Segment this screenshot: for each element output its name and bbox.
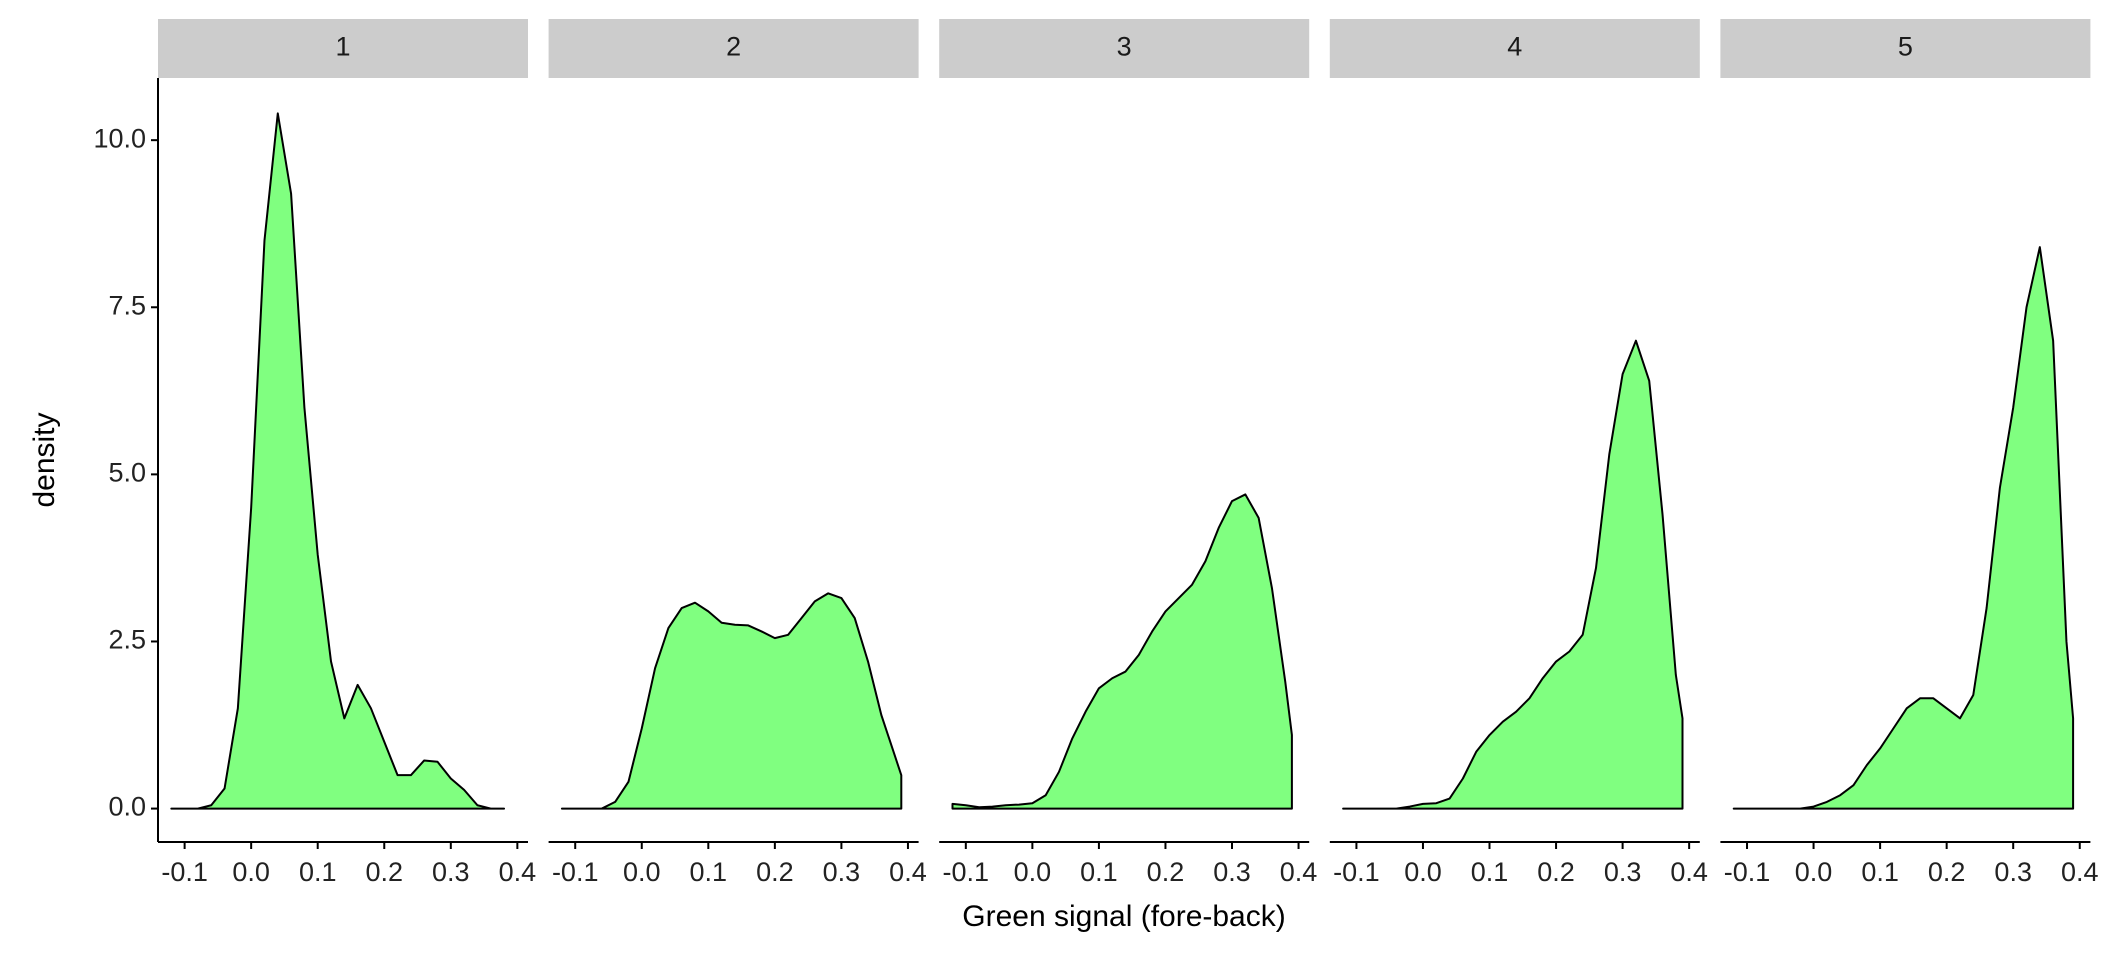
x-tick-label: 0.3 bbox=[432, 857, 470, 887]
facet-strip bbox=[1720, 19, 2091, 78]
x-tick-label: 0.1 bbox=[690, 857, 728, 887]
x-tick-label: 0.3 bbox=[1604, 857, 1642, 887]
y-axis-title: density bbox=[28, 412, 61, 507]
x-tick-label: 0.2 bbox=[1928, 857, 1966, 887]
x-tick-label: 0.4 bbox=[889, 857, 927, 887]
density-area bbox=[951, 493, 1293, 810]
facet-strip bbox=[1329, 19, 1700, 78]
x-tick-label: 0.1 bbox=[1861, 857, 1899, 887]
x-tick-label: 0.1 bbox=[1080, 857, 1118, 887]
x-tick-label: -0.1 bbox=[161, 857, 208, 887]
facet-strip bbox=[939, 19, 1310, 78]
x-tick-label: 0.2 bbox=[365, 857, 403, 887]
x-tick-label: 0.2 bbox=[1537, 857, 1575, 887]
facet-title: 2 bbox=[726, 32, 741, 62]
facet-strip bbox=[158, 19, 528, 78]
x-tick-label: 0.4 bbox=[1280, 857, 1318, 887]
x-axis-title: Green signal (fore-back) bbox=[962, 900, 1285, 933]
x-tick-label: 0.3 bbox=[1994, 857, 2032, 887]
y-tick-label: 2.5 bbox=[108, 625, 146, 655]
x-tick-label: -0.1 bbox=[943, 857, 990, 887]
y-tick-label: 10.0 bbox=[93, 123, 146, 153]
density-area bbox=[1732, 246, 2075, 810]
facet-title: 1 bbox=[335, 32, 350, 62]
x-tick-label: 0.4 bbox=[1670, 857, 1708, 887]
x-tick-label: 0.4 bbox=[2061, 857, 2099, 887]
density-area bbox=[1342, 339, 1684, 810]
density-area bbox=[560, 592, 903, 810]
x-tick-label: 0.3 bbox=[1213, 857, 1251, 887]
x-tick-label: 0.0 bbox=[623, 857, 661, 887]
x-tick-label: 0.1 bbox=[299, 857, 337, 887]
x-tick-label: 0.0 bbox=[1404, 857, 1442, 887]
y-tick-label: 5.0 bbox=[108, 457, 146, 487]
x-tick-label: 0.0 bbox=[1795, 857, 1833, 887]
facet-strip bbox=[548, 19, 919, 78]
density-area bbox=[170, 112, 506, 810]
facet-title: 5 bbox=[1898, 32, 1913, 62]
x-tick-label: 0.1 bbox=[1471, 857, 1509, 887]
facet-title: 3 bbox=[1117, 32, 1132, 62]
x-tick-label: -0.1 bbox=[1333, 857, 1380, 887]
x-tick-label: 0.0 bbox=[232, 857, 270, 887]
x-tick-label: 0.0 bbox=[1014, 857, 1052, 887]
facet-title: 4 bbox=[1507, 32, 1522, 62]
y-tick-label: 0.0 bbox=[108, 792, 146, 822]
x-tick-label: 0.2 bbox=[1147, 857, 1185, 887]
x-tick-label: 0.3 bbox=[823, 857, 861, 887]
x-tick-label: 0.4 bbox=[499, 857, 537, 887]
y-tick-label: 7.5 bbox=[108, 290, 146, 320]
x-tick-label: -0.1 bbox=[552, 857, 599, 887]
x-tick-label: 0.2 bbox=[756, 857, 794, 887]
x-tick-label: -0.1 bbox=[1724, 857, 1771, 887]
